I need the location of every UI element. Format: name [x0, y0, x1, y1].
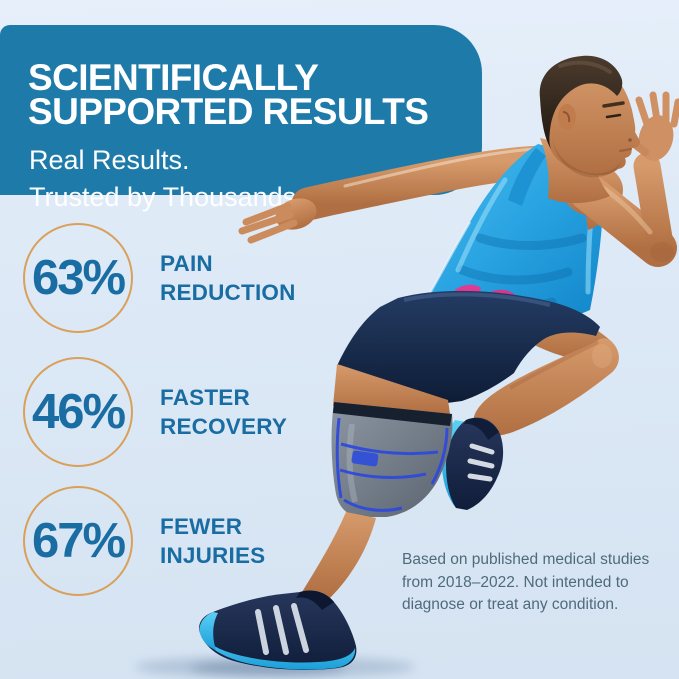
headline: SCIENTIFICALLY SUPPORTED RESULTS: [28, 57, 482, 132]
headline-line-2: SUPPORTED RESULTS: [28, 91, 429, 132]
disclaimer-line-3: diagnose or treat any condition.: [402, 596, 619, 613]
stat-row-fewer-injuries: 67% FEWER INJURIES: [23, 486, 265, 596]
stat-value: 63%: [31, 251, 126, 305]
stat-label: FEWER INJURIES: [160, 514, 266, 568]
stat-row-pain-reduction: 63% PAIN REDUCTION: [23, 223, 296, 333]
stat-circle: 63%: [23, 223, 133, 333]
stat-value: 67%: [31, 514, 126, 568]
disclaimer-line-1: Based on published medical studies: [402, 551, 650, 568]
stat-label: FASTER RECOVERY: [160, 385, 288, 439]
stat-row-faster-recovery: 46% FASTER RECOVERY: [23, 357, 287, 467]
header-panel: SCIENTIFICALLY SUPPORTED RESULTS Real Re…: [0, 25, 482, 212]
disclaimer: Based on published medical studies from …: [402, 549, 667, 617]
stat-value: 46%: [31, 385, 126, 439]
stat-circle: 46%: [23, 357, 133, 467]
headline-line-1: SCIENTIFICALLY: [28, 57, 319, 98]
stat-circle: 67%: [23, 486, 133, 596]
stat-label: PAIN REDUCTION: [160, 251, 296, 305]
subheadline-line-1: Real Results.: [29, 145, 190, 175]
disclaimer-line-2: from 2018–2022. Not intended to: [402, 573, 629, 591]
